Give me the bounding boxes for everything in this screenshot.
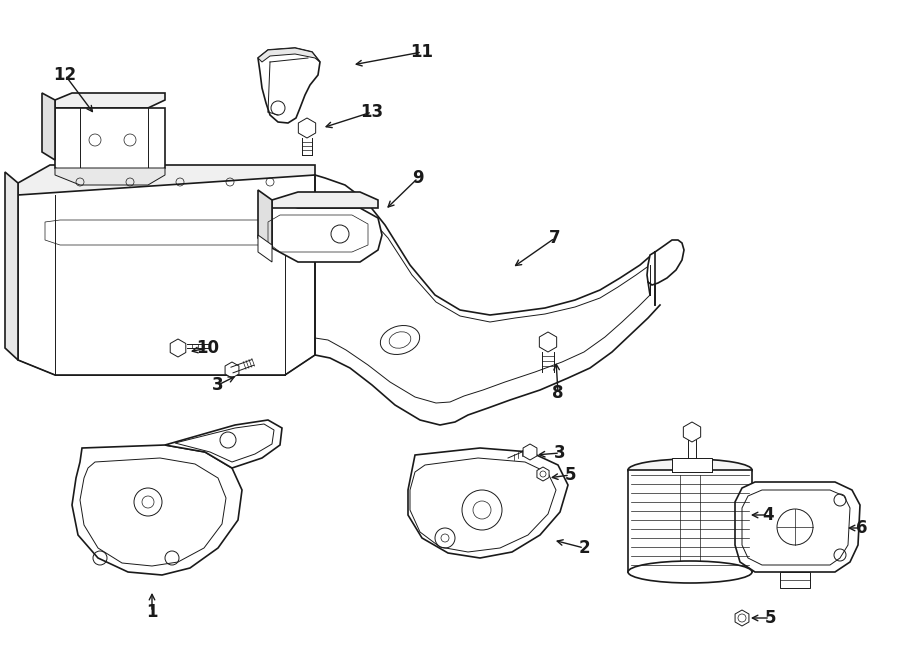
Polygon shape xyxy=(42,93,55,160)
Polygon shape xyxy=(298,118,316,138)
Ellipse shape xyxy=(628,561,752,583)
Text: 12: 12 xyxy=(53,66,76,84)
Text: 9: 9 xyxy=(412,169,424,187)
Text: 10: 10 xyxy=(196,339,220,357)
Polygon shape xyxy=(735,610,749,626)
Polygon shape xyxy=(780,572,810,588)
Text: 2: 2 xyxy=(578,539,590,557)
Polygon shape xyxy=(523,444,537,460)
Polygon shape xyxy=(5,172,18,360)
Polygon shape xyxy=(672,458,712,472)
Polygon shape xyxy=(647,240,684,285)
Polygon shape xyxy=(165,420,282,468)
Polygon shape xyxy=(258,190,272,248)
Polygon shape xyxy=(272,200,382,262)
Text: 5: 5 xyxy=(764,609,776,627)
Polygon shape xyxy=(258,235,272,262)
Text: 13: 13 xyxy=(360,103,383,121)
Polygon shape xyxy=(539,332,557,352)
Polygon shape xyxy=(537,467,549,481)
Polygon shape xyxy=(225,362,238,378)
Polygon shape xyxy=(258,48,320,123)
Polygon shape xyxy=(628,470,752,572)
Polygon shape xyxy=(55,108,165,178)
Polygon shape xyxy=(170,339,185,357)
Text: 3: 3 xyxy=(212,376,224,394)
Text: 3: 3 xyxy=(554,444,566,462)
Text: 7: 7 xyxy=(549,229,561,247)
Text: 8: 8 xyxy=(553,384,563,402)
Polygon shape xyxy=(72,445,242,575)
Polygon shape xyxy=(272,192,378,208)
Text: 11: 11 xyxy=(410,43,434,61)
Polygon shape xyxy=(55,93,165,108)
Text: 1: 1 xyxy=(146,603,158,621)
Polygon shape xyxy=(18,175,315,375)
Ellipse shape xyxy=(628,459,752,481)
Polygon shape xyxy=(408,448,568,558)
Text: 4: 4 xyxy=(762,506,774,524)
Polygon shape xyxy=(18,165,315,195)
Text: 6: 6 xyxy=(856,519,868,537)
Polygon shape xyxy=(258,48,320,62)
Polygon shape xyxy=(683,422,701,442)
Text: 5: 5 xyxy=(564,466,576,484)
Polygon shape xyxy=(55,168,165,185)
Polygon shape xyxy=(735,482,860,572)
